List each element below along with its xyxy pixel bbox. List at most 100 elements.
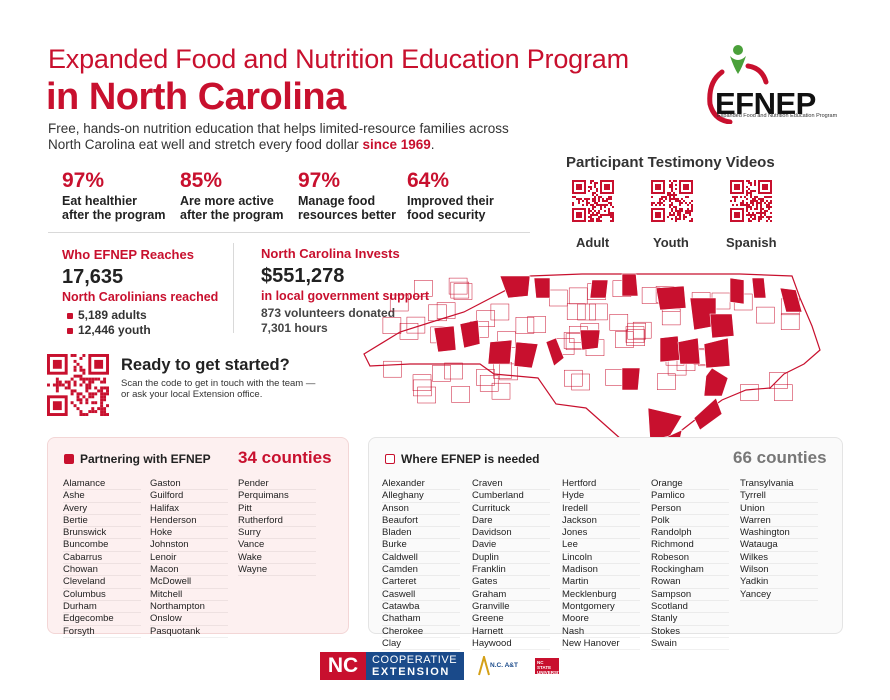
nc-state-outline xyxy=(363,273,821,455)
county-name: Avery xyxy=(63,503,141,515)
reach-total-label: North Carolinians reached xyxy=(62,290,219,304)
county-name: Forsyth xyxy=(63,626,141,638)
county-name: Rutherford xyxy=(238,515,316,528)
county-name: Mitchell xyxy=(150,589,228,601)
partnering-heading: Partnering with EFNEP xyxy=(64,452,211,466)
county-name: Buncombe xyxy=(63,539,141,552)
county-name: Richmond xyxy=(651,539,729,552)
county-name: Person xyxy=(651,503,729,515)
nc-logo: NC xyxy=(320,652,366,680)
county-name: Brunswick xyxy=(63,527,141,540)
county-name: Cabarrus xyxy=(63,552,141,565)
county-name: Surry xyxy=(238,527,316,540)
stat-label-line: after the program xyxy=(62,208,166,222)
county-name: Lee xyxy=(562,539,640,552)
county-name: Harnett xyxy=(472,626,550,638)
county-column: Orange Pamlico Person Polk Randolph Richmond R… xyxy=(651,478,729,651)
county-name: Perquimans xyxy=(238,490,316,503)
county-name: Johnston xyxy=(150,539,228,552)
stat-manage-food: 97% Manage food resources better xyxy=(298,170,396,223)
qr-code-icon[interactable] xyxy=(730,180,772,222)
stat-label-line: Improved their xyxy=(407,194,494,208)
ready-text: Scan the code to get in touch with the t… xyxy=(121,378,316,400)
county-name: Polk xyxy=(651,515,729,528)
county-name: Davie xyxy=(472,539,550,552)
intro-highlight: since 1969 xyxy=(362,137,431,152)
stat-label-line: after the program xyxy=(180,208,284,222)
title-line-1: Expanded Food and Nutrition Education Pr… xyxy=(48,44,629,74)
county-name: Clay xyxy=(382,638,460,651)
county-name: Cumberland xyxy=(472,490,550,503)
aandt-logo-icon xyxy=(478,656,490,676)
nc-county-map xyxy=(363,273,821,455)
county-name: Bertie xyxy=(63,515,141,528)
county-name: Halifax xyxy=(150,503,228,515)
coop-line-1: COOPERATIVE xyxy=(372,654,458,666)
partnering-count: 34 counties xyxy=(238,448,332,467)
testimony-label-youth: Youth xyxy=(653,235,689,250)
county-name: Orange xyxy=(651,478,729,491)
county-name: Franklin xyxy=(472,564,550,577)
qr-code-icon[interactable] xyxy=(572,180,614,222)
county-name: Vance xyxy=(238,539,316,552)
needed-count: 66 counties xyxy=(733,448,827,467)
invest-heading: North Carolina Invests xyxy=(261,246,400,261)
invest-section: North Carolina Invests $551,278 in local… xyxy=(261,246,429,336)
reach-adults: 5,189 adults xyxy=(62,308,218,323)
stat-label-line: resources better xyxy=(298,208,396,222)
county-name: Warren xyxy=(740,515,818,528)
county-name: Henderson xyxy=(150,515,228,528)
county-name: Stokes xyxy=(651,626,729,638)
ready-heading: Ready to get started? xyxy=(121,356,290,374)
county-name: Dare xyxy=(472,515,550,528)
county-name: Montgomery xyxy=(562,601,640,614)
title-line-2: in North Carolina xyxy=(46,76,346,118)
empty-square-icon xyxy=(385,454,395,464)
logo-subtitle: Expanded Food and Nutrition Education Pr… xyxy=(717,113,838,119)
county-name: Wayne xyxy=(238,564,316,577)
qr-code-icon[interactable] xyxy=(47,354,109,416)
county-name: Jackson xyxy=(562,515,640,528)
county-name: Alamance xyxy=(63,478,141,491)
divider xyxy=(48,232,530,233)
county-name: Durham xyxy=(63,601,141,614)
county-name: Burke xyxy=(382,539,460,552)
county-name: Moore xyxy=(562,613,640,626)
divider xyxy=(233,243,234,333)
reach-heading: Who EFNEP Reaches xyxy=(62,247,194,262)
reach-section: Who EFNEP Reaches 17,635 North Carolinia… xyxy=(62,247,218,338)
stat-label: Manage food resources better xyxy=(298,194,396,222)
testimony-label-adult: Adult xyxy=(576,235,610,250)
county-name: New Hanover xyxy=(562,638,640,651)
county-name: Watauga xyxy=(740,539,818,552)
county-name: Wilson xyxy=(740,564,818,577)
county-name: Mecklenburg xyxy=(562,589,640,601)
filled-square-icon xyxy=(64,454,74,464)
county-name: Cherokee xyxy=(382,626,460,638)
reach-breakdown: 5,189 adults 12,446 youth xyxy=(62,308,218,338)
county-name: Ashe xyxy=(63,490,141,503)
county-name: Edgecombe xyxy=(63,613,141,626)
county-name: Duplin xyxy=(472,552,550,565)
county-name: Hertford xyxy=(562,478,640,491)
partner-counties xyxy=(433,273,803,453)
county-name: Sampson xyxy=(651,589,729,601)
county-name: Scotland xyxy=(651,601,729,614)
county-name: Martin xyxy=(562,576,640,589)
partnering-heading-text: Partnering with EFNEP xyxy=(80,452,211,466)
county-column: Pender Perquimans Pitt Rutherford Surry Vance… xyxy=(238,478,316,577)
county-name: Yadkin xyxy=(740,576,818,589)
stat-pct: 85% xyxy=(180,169,223,192)
county-column: Gaston Guilford Halifax Henderson Hoke Johnst… xyxy=(150,478,228,638)
needed-heading: Where EFNEP is needed xyxy=(385,452,540,466)
invest-volunteers: 873 volunteers donated xyxy=(261,306,396,320)
county-name: Davidson xyxy=(472,527,550,540)
ncstate-logo: NC STATE UNIVERSITY xyxy=(535,658,565,675)
stat-pct: 97% xyxy=(62,169,105,192)
invest-amount: $551,278 xyxy=(261,265,345,287)
intro-body: Free, hands-on nutrition education that … xyxy=(48,121,509,152)
aandt-logo-text: N.C. A&T xyxy=(490,662,518,669)
county-name: Catawba xyxy=(382,601,460,614)
qr-code-icon[interactable] xyxy=(651,180,693,222)
stat-pct: 64% xyxy=(407,169,450,192)
